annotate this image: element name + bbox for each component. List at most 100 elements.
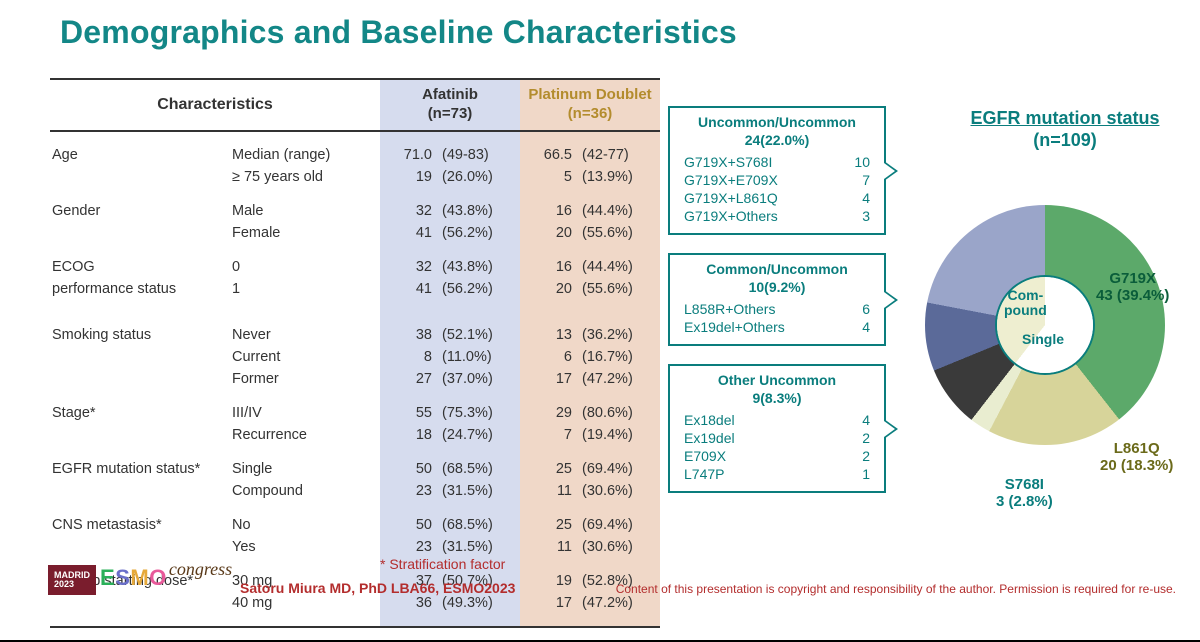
table-cell: EGFR mutation status*: [50, 458, 230, 480]
table-cell: Yes: [230, 536, 380, 558]
table-gap: [520, 390, 660, 402]
table-cell: 66.5(42-77): [520, 144, 660, 166]
table-cell: 38(52.1%): [380, 324, 520, 346]
box-line: G719X+S768I10: [678, 153, 876, 171]
table-cell: 1: [230, 278, 380, 300]
box-title: Common/Uncommon10(9.2%): [678, 261, 876, 296]
logo-madrid: MADRID 2023: [48, 565, 96, 595]
table-gap: [50, 132, 230, 144]
table-cell: 13(36.2%): [520, 324, 660, 346]
table-cell: Recurrence: [230, 424, 380, 446]
table-cell: 7(19.4%): [520, 424, 660, 446]
table-cell: 11(30.6%): [520, 536, 660, 558]
copyright-note: Content of this presentation is copyrigh…: [616, 582, 1176, 596]
header-characteristics: Characteristics: [50, 80, 380, 130]
table-gap: [230, 300, 380, 324]
table-gap: [380, 300, 520, 324]
header-afatinib-l1: Afatinib: [380, 86, 520, 105]
inner-pie-label: Com-pound: [1004, 288, 1047, 319]
box-line: G719X+L861Q4: [678, 189, 876, 207]
table-gap: [230, 614, 380, 626]
table-cell: 18(24.7%): [380, 424, 520, 446]
chart-title-sub: (n=109): [1033, 130, 1097, 150]
table-cell: 19(26.0%): [380, 166, 520, 188]
table-gap: [50, 390, 230, 402]
table-cell: Former: [230, 368, 380, 390]
table-cell: No: [230, 514, 380, 536]
page-title: Demographics and Baseline Characteristic…: [60, 14, 737, 51]
table-cell: [50, 368, 230, 390]
author-credit: Satoru Miura MD, PhD LBA66, ESMO2023: [240, 580, 515, 596]
table-cell: 41(56.2%): [380, 278, 520, 300]
header-platinum-l1: Platinum Doublet: [520, 86, 660, 105]
slide: Demographics and Baseline Characteristic…: [0, 0, 1200, 640]
table-cell: [50, 222, 230, 244]
box-line: Ex18del4: [678, 411, 876, 429]
mutation-box: Uncommon/Uncommon24(22.0%)G719X+S768I10G…: [668, 106, 886, 235]
table-cell: Current: [230, 346, 380, 368]
box-line: L858R+Others6: [678, 300, 876, 318]
table-gap: [520, 132, 660, 144]
pie-slice-label: G719X43 (39.4%): [1096, 270, 1169, 305]
table-gap: [50, 244, 230, 256]
table-cell: Smoking status: [50, 324, 230, 346]
table-gap: [520, 502, 660, 514]
logo-esmo: ESMO: [100, 565, 167, 590]
table-cell: 29(80.6%): [520, 402, 660, 424]
table-cell: 16(44.4%): [520, 256, 660, 278]
table-cell: [50, 480, 230, 502]
box-title: Uncommon/Uncommon24(22.0%): [678, 114, 876, 149]
table-cell: 25(69.4%): [520, 458, 660, 480]
esmo-logo: MADRID 2023 ESMOcongress: [48, 565, 232, 595]
header-platinum-l2: (n=36): [520, 105, 660, 124]
table-cell: Female: [230, 222, 380, 244]
box-line: Ex19del2: [678, 429, 876, 447]
table-header: Characteristics Afatinib (n=73) Platinum…: [50, 80, 660, 132]
header-afatinib-l2: (n=73): [380, 105, 520, 124]
table-cell: 23(31.5%): [380, 480, 520, 502]
table-gap: [380, 390, 520, 402]
box-line: G719X+Others3: [678, 207, 876, 225]
table-gap: [50, 300, 230, 324]
table-gap: [230, 244, 380, 256]
table-gap: [380, 244, 520, 256]
table-gap: [230, 132, 380, 144]
table-cell: Gender: [50, 200, 230, 222]
table-gap: [230, 390, 380, 402]
table-cell: 11(30.6%): [520, 480, 660, 502]
table-body: AgeGenderECOGperformance statusSmoking s…: [50, 132, 660, 628]
table-cell: Single: [230, 458, 380, 480]
table-cell: Stage*: [50, 402, 230, 424]
table-gap: [380, 614, 520, 626]
stratification-note: * Stratification factor: [380, 556, 505, 572]
table-gap: [380, 502, 520, 514]
table-cell: Age: [50, 144, 230, 166]
box-line: L747P1: [678, 465, 876, 483]
table-cell: ≥ 75 years old: [230, 166, 380, 188]
table-gap: [520, 300, 660, 324]
table-gap: [50, 614, 230, 626]
table-gap: [230, 502, 380, 514]
header-afatinib: Afatinib (n=73): [380, 80, 520, 130]
box-line: G719X+E709X7: [678, 171, 876, 189]
demographics-table: Characteristics Afatinib (n=73) Platinum…: [50, 78, 660, 628]
table-gap: [520, 558, 660, 570]
table-cell: 32(43.8%): [380, 256, 520, 278]
table-cell: 71.0(49-83): [380, 144, 520, 166]
table-gap: [520, 446, 660, 458]
table-cell: 41(56.2%): [380, 222, 520, 244]
mutation-boxes: Uncommon/Uncommon24(22.0%)G719X+S768I10G…: [668, 106, 886, 511]
table-cell: [50, 346, 230, 368]
table-gap: [520, 188, 660, 200]
table-cell: 8(11.0%): [380, 346, 520, 368]
table-cell: CNS metastasis*: [50, 514, 230, 536]
table-cell: [50, 424, 230, 446]
table-cell: ECOG: [50, 256, 230, 278]
table-cell: 20(55.6%): [520, 278, 660, 300]
table-gap: [380, 446, 520, 458]
pie-chart: Com-poundSingle G719X43 (39.4%)L861Q20 (…: [900, 180, 1190, 470]
table-cell: 32(43.8%): [380, 200, 520, 222]
table-cell: [50, 536, 230, 558]
table-gap: [380, 132, 520, 144]
mutation-box: Other Uncommon9(8.3%)Ex18del4Ex19del2E70…: [668, 364, 886, 493]
